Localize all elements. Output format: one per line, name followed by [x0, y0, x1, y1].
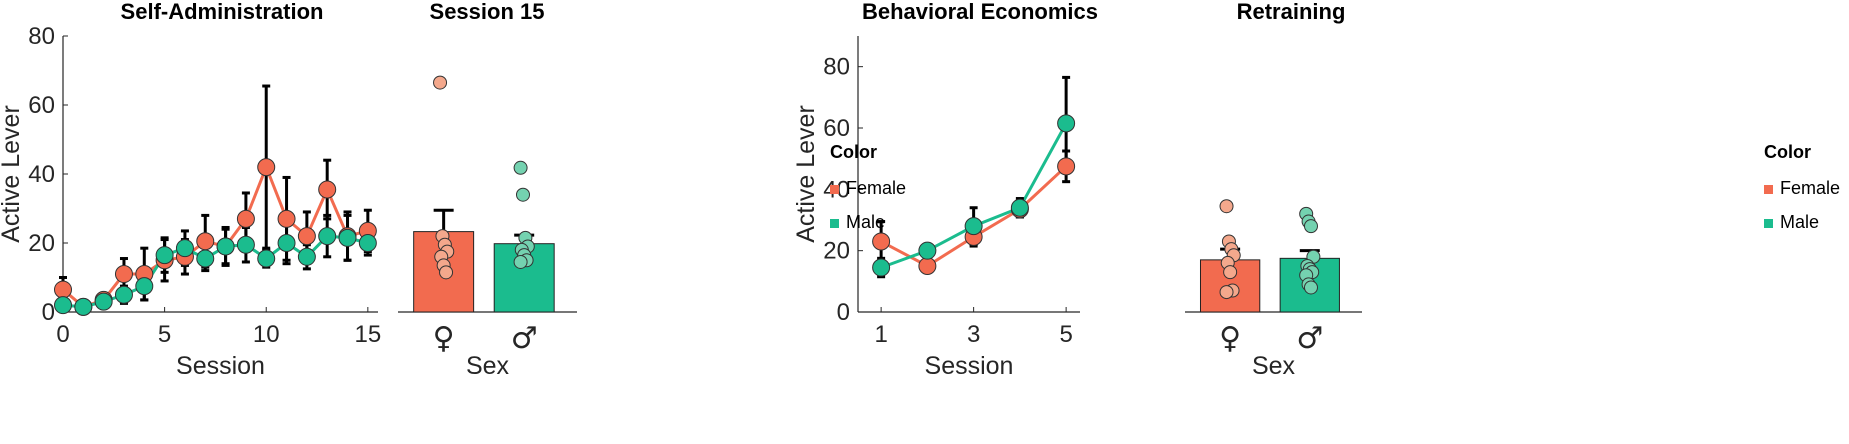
data-point-female: [257, 158, 276, 177]
y-tick-label: 60: [823, 115, 850, 142]
x-tick-label: 3: [967, 321, 980, 348]
legend-swatch-male: [830, 219, 839, 228]
data-point-male: [94, 292, 113, 311]
data-point-male: [236, 235, 255, 254]
data-point-male: [338, 228, 357, 247]
data-point-female: [277, 209, 296, 228]
category-label: ♀: [1219, 321, 1241, 356]
data-point-female: [318, 180, 337, 199]
data-point-female: [872, 232, 891, 251]
data-point-female: [114, 265, 133, 284]
x-axis-label: Sex: [1252, 352, 1296, 380]
data-point-female: [54, 280, 72, 299]
legend-title: Color: [830, 142, 877, 162]
data-point-male: [114, 285, 133, 304]
legend-item-male: Male: [846, 212, 885, 232]
data-point-male: [1010, 198, 1029, 217]
y-axis-label: Active Lever: [0, 105, 25, 243]
y-tick-label: 0: [837, 299, 850, 326]
data-point-male: [318, 227, 337, 246]
data-point-female: [297, 227, 316, 246]
y-tick-label: 60: [28, 92, 55, 119]
series-line-female: [62, 162, 369, 309]
y-tick-label: 20: [823, 238, 850, 265]
chart-panel-0: 0 20 40 60 80 0 5 10 15 Self-Administration Sessio…: [0, 0, 381, 380]
individual-point: [1303, 280, 1318, 295]
category-label: ♂: [511, 321, 538, 356]
y-tick-label: 0: [42, 299, 55, 326]
legend-swatch-female: [830, 185, 839, 194]
data-point-male: [175, 239, 194, 258]
individual-point: [1303, 219, 1318, 234]
individual-point: [513, 160, 528, 175]
individual-point: [1219, 199, 1234, 214]
data-point-male: [872, 258, 891, 277]
x-axis-label: Sex: [466, 352, 510, 380]
individual-point: [515, 187, 530, 202]
category-label: ♀: [433, 321, 455, 356]
data-point-male: [74, 297, 93, 316]
data-point-male: [257, 249, 276, 268]
chart-title: Behavioral Economics: [862, 0, 1098, 24]
y-tick-label: 20: [28, 230, 55, 257]
legend-item-female: Female: [846, 178, 906, 198]
data-point-male: [54, 296, 72, 315]
legend-swatch-female: [1764, 185, 1773, 194]
data-point-male: [155, 246, 174, 265]
data-point-female: [196, 232, 215, 251]
data-point-male: [1057, 114, 1076, 133]
data-point-male: [297, 247, 316, 266]
data-point-male: [196, 249, 215, 268]
legend-title: Color: [1764, 142, 1811, 162]
data-point-female: [1057, 157, 1076, 176]
chart-title: Retraining: [1237, 0, 1346, 24]
x-tick-label: 5: [158, 321, 171, 348]
legend-item-female: Female: [1780, 178, 1840, 198]
y-axis-label: Active Lever: [792, 105, 820, 243]
legend-0: Color Female Male: [830, 142, 906, 232]
x-tick-label: 0: [56, 321, 69, 348]
chart-panel-2: 020406080135Behavioral EconomicsSessionA…: [792, 0, 1098, 380]
chart-panel-3: Retraining Sex ♀ ♂: [1185, 0, 1362, 380]
data-point-female: [236, 209, 255, 228]
x-axis-label: Session: [176, 352, 265, 380]
x-axis-label: Session: [925, 352, 1014, 380]
data-point-male: [135, 277, 154, 296]
y-tick-label: 80: [823, 54, 850, 81]
data-point-male: [918, 241, 937, 260]
x-tick-label: 5: [1059, 321, 1072, 348]
series-line-male: [62, 234, 369, 309]
legend-1: Color Female Male: [1764, 142, 1840, 232]
y-tick-label: 40: [28, 161, 55, 188]
category-label: ♂: [1296, 321, 1323, 356]
individual-point: [439, 265, 454, 280]
data-point-female: [918, 257, 937, 275]
x-tick-label: 10: [253, 321, 280, 348]
data-point-male: [277, 234, 296, 252]
chart-title: Session 15: [430, 0, 545, 24]
x-tick-label: 1: [874, 321, 887, 348]
legend-item-male: Male: [1780, 212, 1819, 232]
chart-title: Self-Administration: [121, 0, 324, 24]
legend-swatch-male: [1764, 219, 1773, 228]
data-point-male: [964, 217, 983, 236]
individual-point: [433, 75, 448, 90]
data-point-male: [216, 237, 235, 256]
data-point-male: [358, 234, 377, 252]
y-tick-label: 80: [28, 23, 55, 50]
individual-point: [1219, 285, 1234, 300]
x-tick-label: 15: [354, 321, 381, 348]
individual-point: [513, 254, 528, 269]
individual-point: [1223, 265, 1238, 280]
chart-panel-1: Session 15 Sex ♀ ♂: [398, 0, 577, 380]
